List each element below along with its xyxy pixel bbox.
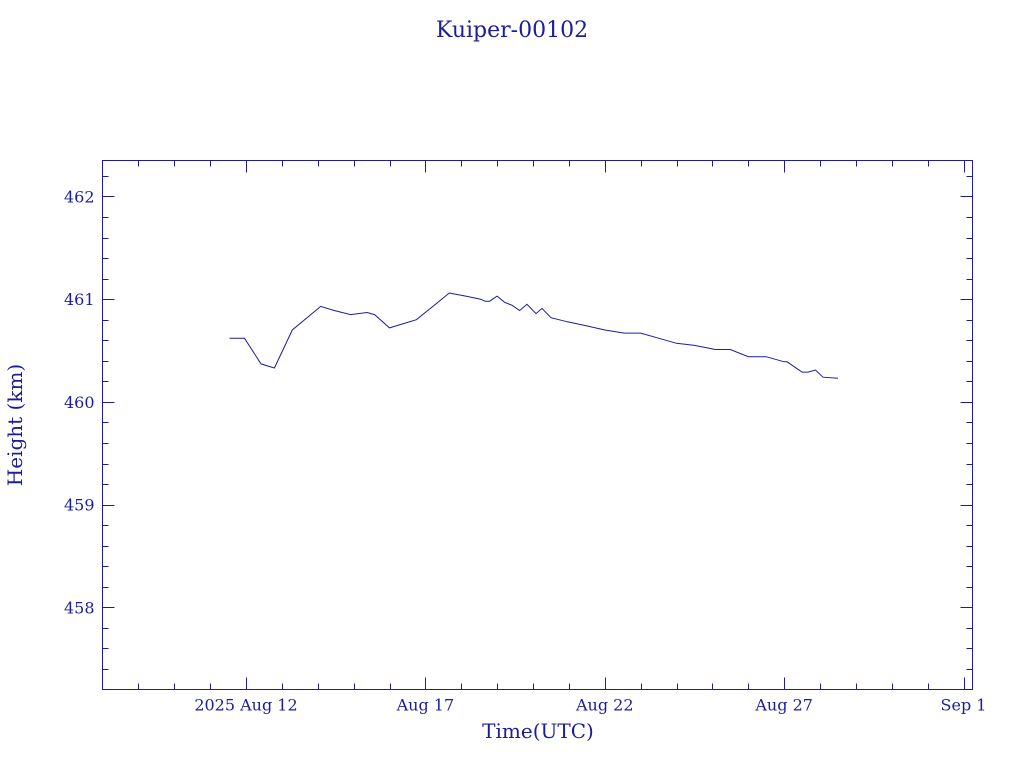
plot-frame xyxy=(102,160,973,690)
x-tick-label: 2025 Aug 12 xyxy=(194,696,297,715)
tick-labels: 458 459 460 461 462 2025 Aug 12 Aug 17 Aug 22 Au… xyxy=(64,187,987,714)
x-tick-label: Aug 17 xyxy=(396,696,455,715)
y-tick-label: 461 xyxy=(64,290,95,309)
y-tick-label: 458 xyxy=(64,598,95,617)
y-tick-label: 462 xyxy=(64,187,95,206)
y-axis-title: Height (km) xyxy=(3,364,27,486)
x-tick-label: Aug 27 xyxy=(754,696,813,715)
chart-title: Kuiper-00102 xyxy=(436,18,588,43)
height-series-line xyxy=(229,292,839,379)
x-tick-label: Aug 22 xyxy=(575,696,634,715)
y-tick-label: 459 xyxy=(64,496,95,515)
y-tick-label: 460 xyxy=(64,393,95,412)
x-axis-title: Time(UTC) xyxy=(482,719,594,743)
axis-ticks xyxy=(102,160,973,690)
x-tick-label: Sep 1 xyxy=(941,696,987,715)
